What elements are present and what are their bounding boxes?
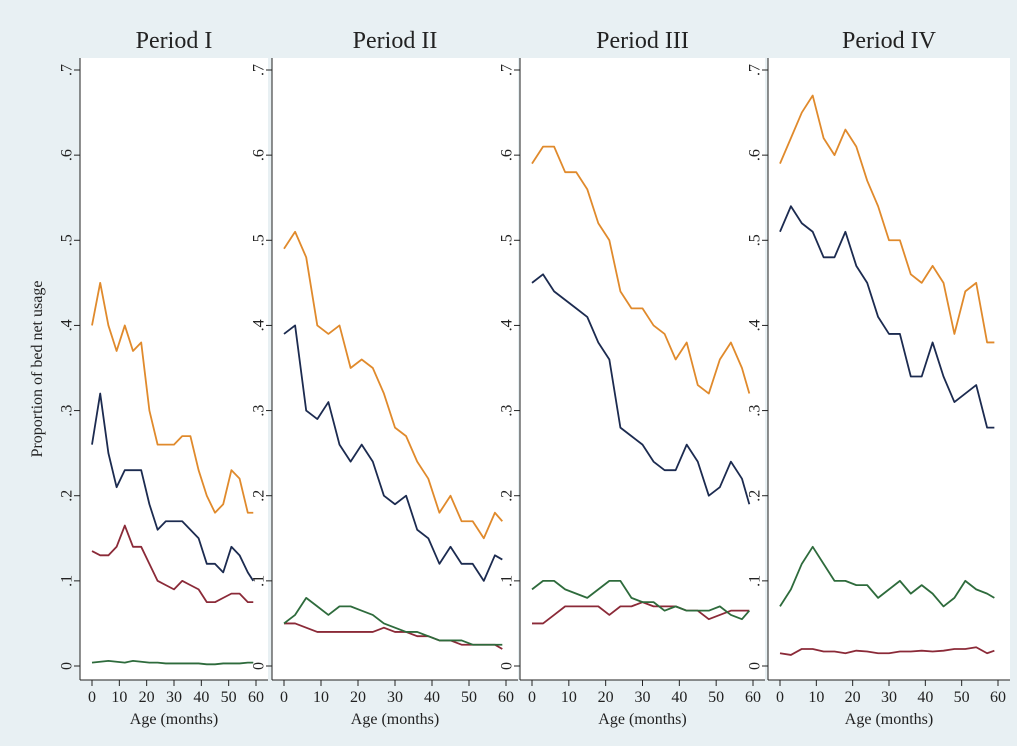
x-tick-label: 50: [461, 689, 477, 706]
series-line: [283, 596, 503, 646]
y-tick-label: .4: [251, 319, 268, 331]
y-tick-label: .4: [747, 319, 764, 331]
plot-area: [272, 58, 518, 680]
x-axis-label: Age (months): [598, 711, 686, 728]
series-line: [531, 145, 751, 395]
x-tick-label: 60: [745, 689, 761, 706]
y-tick-label: .7: [499, 64, 516, 76]
y-tick-label: .1: [747, 575, 764, 587]
x-tick-label: 50: [954, 689, 970, 706]
y-tick-label: .7: [747, 64, 764, 76]
x-tick-label: 60: [990, 689, 1006, 706]
x-tick-label: 30: [166, 689, 182, 706]
x-tick-label: 10: [313, 689, 329, 706]
series-line: [91, 659, 254, 666]
x-tick-label: 0: [528, 689, 536, 706]
y-tick-label: .5: [747, 234, 764, 246]
y-tick-label: 0: [59, 662, 76, 670]
y-tick-label: .7: [251, 64, 268, 76]
x-tick-label: 0: [280, 689, 288, 706]
panel-title: Period IV: [842, 28, 937, 54]
y-tick-label: .3: [499, 405, 516, 417]
series-line: [779, 94, 995, 344]
x-tick-label: 60: [248, 689, 264, 706]
x-tick-label: 60: [498, 689, 514, 706]
y-tick-label: .6: [747, 149, 764, 161]
x-axis-label: Age (months): [845, 711, 933, 728]
x-tick-label: 20: [350, 689, 366, 706]
y-tick-label: .2: [59, 490, 76, 502]
panel-title: Period I: [136, 28, 213, 54]
y-tick-label: 0: [499, 662, 516, 670]
x-tick-label: 20: [139, 689, 155, 706]
x-tick-label: 20: [598, 689, 614, 706]
y-tick-label: .5: [59, 234, 76, 246]
y-tick-label: .4: [59, 319, 76, 331]
y-tick-label: .5: [251, 234, 268, 246]
x-tick-label: 30: [387, 689, 403, 706]
y-tick-label: 0: [747, 662, 764, 670]
x-tick-label: 40: [917, 689, 933, 706]
y-axis-label: Proportion of bed net usage: [29, 281, 46, 458]
plot-area: [768, 58, 1010, 680]
y-tick-label: .1: [251, 575, 268, 587]
series-line: [779, 205, 995, 429]
series-line: [91, 524, 254, 604]
x-tick-label: 10: [561, 689, 577, 706]
x-tick-label: 30: [881, 689, 897, 706]
series-line: [531, 273, 751, 505]
y-tick-label: .3: [251, 405, 268, 417]
x-tick-label: 10: [111, 689, 127, 706]
y-tick-label: .3: [59, 405, 76, 417]
x-tick-label: 0: [88, 689, 96, 706]
x-tick-label: 30: [635, 689, 651, 706]
series-line: [283, 230, 503, 540]
series-line: [284, 622, 503, 650]
panel-title: Period III: [596, 28, 689, 54]
x-tick-label: 0: [776, 689, 784, 706]
y-tick-label: .6: [499, 149, 516, 161]
x-tick-label: 50: [221, 689, 237, 706]
x-tick-label: 10: [808, 689, 824, 706]
series-line: [779, 545, 995, 608]
y-tick-label: .4: [499, 319, 516, 331]
series-line: [91, 392, 255, 582]
x-tick-label: 40: [424, 689, 440, 706]
y-tick-label: .1: [59, 575, 76, 587]
y-tick-label: 0: [251, 662, 268, 670]
y-tick-label: .6: [251, 149, 268, 161]
x-tick-label: 40: [671, 689, 687, 706]
series-line: [91, 281, 254, 514]
y-tick-label: .1: [499, 575, 516, 587]
x-tick-label: 50: [708, 689, 724, 706]
x-axis-label: Age (months): [130, 711, 218, 728]
y-tick-label: .2: [251, 490, 268, 502]
series-line: [283, 324, 503, 582]
y-tick-label: .5: [499, 234, 516, 246]
x-tick-label: 40: [193, 689, 209, 706]
plot-area: [80, 58, 268, 680]
x-axis-label: Age (months): [351, 711, 439, 728]
series-line: [531, 579, 750, 621]
y-tick-label: .6: [59, 149, 76, 161]
series-line: [779, 646, 995, 656]
panel-title: Period II: [353, 28, 438, 54]
y-tick-label: .2: [499, 490, 516, 502]
y-tick-label: .3: [747, 405, 764, 417]
x-tick-label: 20: [845, 689, 861, 706]
y-tick-label: .7: [59, 64, 76, 76]
y-tick-label: .2: [747, 490, 764, 502]
